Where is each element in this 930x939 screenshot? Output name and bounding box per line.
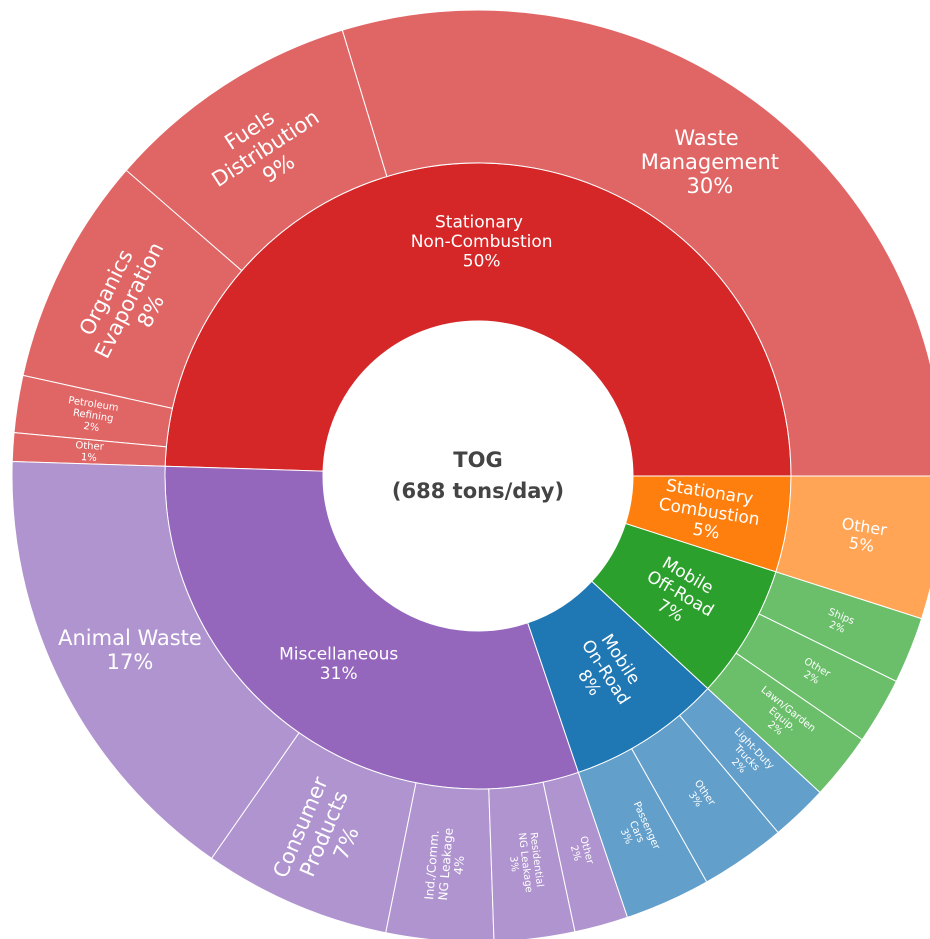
slice-value-label: 31% (320, 664, 358, 684)
slice-value-label: 5% (847, 533, 875, 556)
slice-value-label: 2% (83, 421, 100, 434)
center-subtitle: (688 tons/day) (392, 479, 564, 503)
slice-value-label: 2% (568, 844, 583, 862)
slice-value-label: 5% (691, 520, 721, 544)
slice-value-label: 17% (107, 650, 154, 674)
slice-value-label: 1% (81, 452, 98, 464)
slice-name: Stationary Non-Combustion (411, 212, 553, 252)
slice-name: Ind./Comm. NG Leakage (422, 826, 456, 902)
slice-value-label: 30% (687, 174, 734, 198)
outer-wedge (385, 782, 495, 939)
slice-value-label: 4% (451, 855, 467, 875)
outer-wedge (775, 475, 930, 620)
sunburst (11, 9, 930, 939)
slice-name: Waste Management (641, 126, 779, 174)
slice-name: Miscellaneous (279, 644, 398, 664)
slice-value-label: 50% (463, 252, 501, 272)
outer-wedge (341, 9, 930, 477)
slice-name: Animal Waste (58, 626, 202, 650)
slice-name: Other (75, 440, 105, 453)
center-title: TOG (453, 448, 502, 472)
slice-value-label: 3% (507, 856, 520, 873)
